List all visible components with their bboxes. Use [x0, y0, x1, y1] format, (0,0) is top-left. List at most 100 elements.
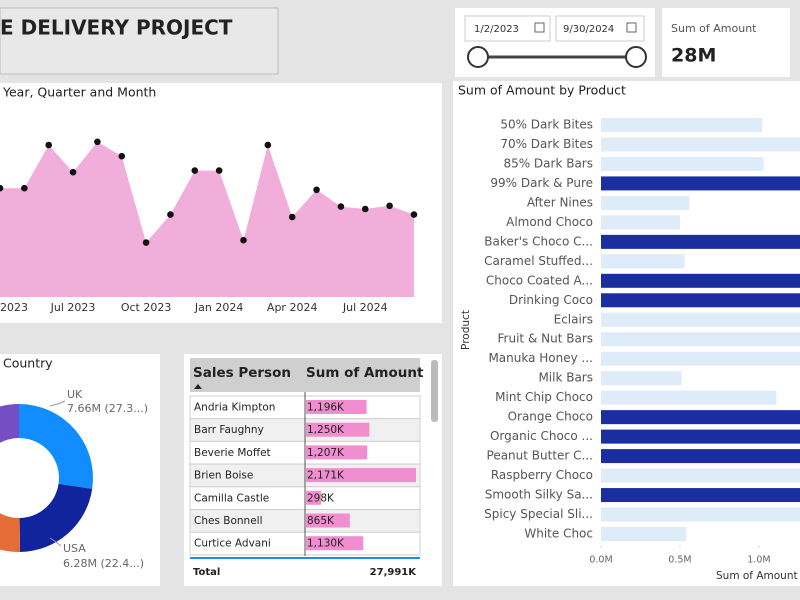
total-value: 27,991K [370, 567, 418, 578]
bar [601, 410, 800, 425]
cell-value: 1,207K [307, 447, 345, 459]
slider-handle[interactable] [625, 46, 647, 68]
y-tick-label: Orange Choco [508, 410, 593, 424]
y-tick-label: 99% Dark & Pure [490, 176, 593, 190]
cell-name: Beverie Moffet [194, 447, 271, 459]
bar [601, 176, 800, 191]
bar [601, 312, 800, 327]
y-tick-label: Eclairs [554, 312, 593, 326]
cell-value: 1,130K [307, 538, 345, 550]
marker [142, 239, 150, 246]
end-date-box[interactable] [555, 15, 645, 42]
marker [0, 184, 4, 192]
x-tick-label: 2023 [0, 301, 28, 314]
card-label: Sum of Amount [671, 22, 757, 35]
y-tick-label: Milk Bars [538, 371, 593, 385]
table-header-bg [190, 358, 420, 392]
chart-title: Sum of Amount by Product [458, 83, 626, 98]
cell-value: 865K [307, 515, 335, 527]
start-date-box[interactable] [464, 15, 551, 42]
y-tick-label: Smooth Silky Sa... [485, 488, 593, 502]
bar [601, 137, 800, 152]
y-tick-label: 70% Dark Bites [500, 137, 593, 151]
total-label: Total [193, 567, 220, 578]
end-date: 9/30/2024 [563, 24, 614, 35]
cell-name: Camilla Castle [194, 492, 269, 504]
x-tick-label: Jul 2023 [50, 301, 96, 314]
bar [601, 273, 800, 288]
y-axis-title: Product [460, 310, 472, 350]
marker [386, 202, 393, 210]
x-tick-label: 0.5M [668, 555, 691, 566]
cell-name: Andria Kimpton [194, 402, 275, 414]
cell-value: 298K [307, 492, 335, 504]
bar [601, 156, 764, 171]
cell-name: Brien Boise [194, 470, 253, 482]
bar [601, 195, 690, 210]
y-tick-label: Fruit & Nut Bars [498, 332, 593, 346]
bar [601, 488, 800, 503]
marker [69, 168, 77, 176]
data-bar [306, 400, 367, 414]
marker [337, 203, 345, 210]
bar [601, 118, 763, 132]
x-tick-label: Jan 2024 [194, 301, 243, 314]
slice-value: 6.28M (22.4...) [63, 557, 144, 570]
marker [191, 167, 199, 174]
x-tick-label: Jul 2024 [342, 301, 388, 314]
content: 2023 Jul 2023 Oct 2023 Jan 2024 Apr 2024 Jul … [0, 118, 800, 582]
x-tick-label: Apr 2024 [267, 301, 318, 314]
y-tick-label: Raspberry Choco [491, 468, 593, 482]
marker [45, 141, 52, 149]
y-tick-label: White Choc [524, 527, 593, 541]
y-tick-label: Mint Chip Choco [495, 390, 593, 404]
scrollbar[interactable] [431, 360, 438, 422]
y-tick-label: Choco Coated A... [486, 273, 593, 287]
data-bar [306, 445, 368, 460]
cell-value: 1,250K [307, 424, 345, 436]
y-tick-label: Organic Choco ... [490, 429, 593, 443]
marker [288, 213, 296, 221]
y-tick-label: After Nines [527, 195, 593, 209]
marker [313, 186, 320, 194]
data-bar [306, 536, 364, 551]
x-tick-label: Oct 2023 [121, 301, 172, 314]
marker [118, 152, 126, 160]
data-bar [306, 468, 416, 483]
bar [601, 332, 800, 347]
marker [410, 211, 418, 218]
y-tick-label: Caramel Stuffed... [484, 254, 593, 268]
marker [21, 184, 28, 192]
marker [240, 236, 247, 244]
bar [601, 215, 680, 230]
marker [94, 138, 101, 146]
marker [361, 205, 369, 213]
cell-value: 2,171K [307, 470, 345, 482]
column-header: Sum of Amount [306, 365, 424, 381]
y-tick-label: Manuka Honey ... [488, 351, 593, 365]
marker [215, 167, 223, 174]
bar [601, 390, 777, 405]
y-tick-label: Baker's Choco C... [484, 234, 593, 248]
donut-slice [0, 513, 20, 552]
card-value: 28M [671, 45, 716, 67]
start-date: 1/2/2023 [474, 24, 519, 35]
bar [601, 293, 800, 308]
y-tick-label: Drinking Coco [509, 293, 593, 307]
slider-handle[interactable] [467, 46, 489, 68]
marker [167, 211, 174, 218]
bar [601, 429, 800, 444]
data-bar [306, 513, 350, 528]
y-tick-label: Peanut Butter C... [487, 449, 593, 463]
title-box [0, 7, 279, 75]
cell-name: Barr Faughny [194, 424, 264, 436]
donut-slice [0, 404, 19, 443]
area [0, 141, 414, 297]
y-tick-label: 50% Dark Bites [500, 118, 593, 132]
donut-slice [19, 483, 93, 552]
bar [601, 351, 800, 366]
slice-label: USA [63, 542, 86, 555]
slice-value: 7.66M (27.3...) [67, 402, 148, 415]
bar [601, 254, 685, 269]
